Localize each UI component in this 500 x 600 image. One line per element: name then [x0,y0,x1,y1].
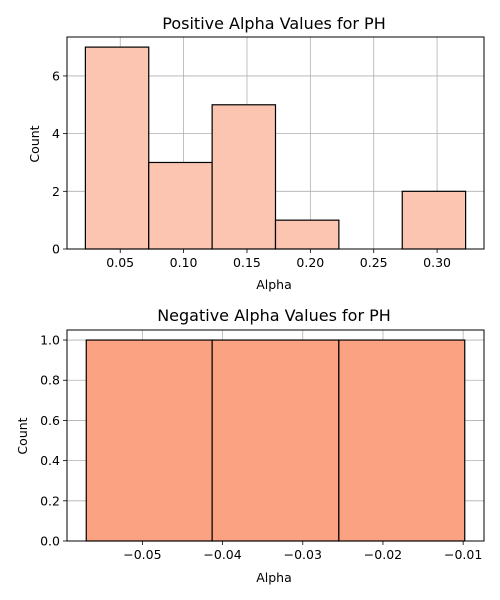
y-axis-ticks: 0.0 0.2 0.4 0.6 0.8 1.0 [40,333,67,549]
y-tick-label: 0.2 [40,493,60,508]
y-tick-label: 6 [52,68,60,83]
histogram-bar [211,104,277,250]
x-tick-label: −0.04 [203,547,241,562]
x-axis-ticks: 0.05 0.10 0.15 0.20 0.25 0.30 [106,249,451,270]
x-axis-label: Alpha [256,277,292,292]
bars [84,46,467,250]
x-axis-label: Alpha [256,570,292,585]
x-tick-label: 0.20 [296,255,324,270]
axes-frame [66,329,485,542]
x-axis-ticks: −0.05 −0.04 −0.03 −0.02 −0.01 [123,541,482,562]
x-tick-label: −0.01 [444,547,482,562]
y-tick-label: 4 [52,126,60,141]
histogram-bar [401,190,467,250]
y-tick-label: 0 [52,242,60,257]
chart-title: Positive Alpha Values for PH [162,14,385,33]
negative-alpha-histogram: Negative Alpha Values for PH −0.05 −0.04−… [15,306,485,585]
histogram-bar [211,339,340,542]
y-axis-label: Count [27,125,42,162]
y-tick-label: 0.4 [40,453,60,468]
histogram-bar [148,161,213,250]
x-tick-label: −0.05 [123,547,161,562]
x-tick-label: 0.30 [423,255,451,270]
chart-title: Negative Alpha Values for PH [157,306,391,325]
y-tick-label: 0.8 [40,373,60,388]
x-tick-label: 0.25 [360,255,388,270]
bars [85,339,466,542]
histogram-bar [338,339,466,542]
x-tick-label: 0.15 [233,255,261,270]
x-tick-label: −0.03 [284,547,322,562]
histogram-bar [84,46,150,250]
y-axis-ticks: 0 2 4 6 [52,68,67,257]
axes-frame [66,36,485,250]
y-tick-label: 2 [52,184,60,199]
y-axis-label: Count [15,417,30,454]
y-tick-label: 0.0 [40,534,60,549]
histogram-bar [85,339,213,542]
y-tick-label: 1.0 [40,333,60,348]
histogram-bar [274,219,340,250]
x-tick-label: 0.05 [106,255,134,270]
x-tick-label: 0.10 [170,255,198,270]
positive-alpha-histogram: Positive Alpha Values for PH 0.05 0.10 0.1… [27,14,485,292]
x-tick-label: −0.02 [364,547,402,562]
y-tick-label: 0.6 [40,413,60,428]
